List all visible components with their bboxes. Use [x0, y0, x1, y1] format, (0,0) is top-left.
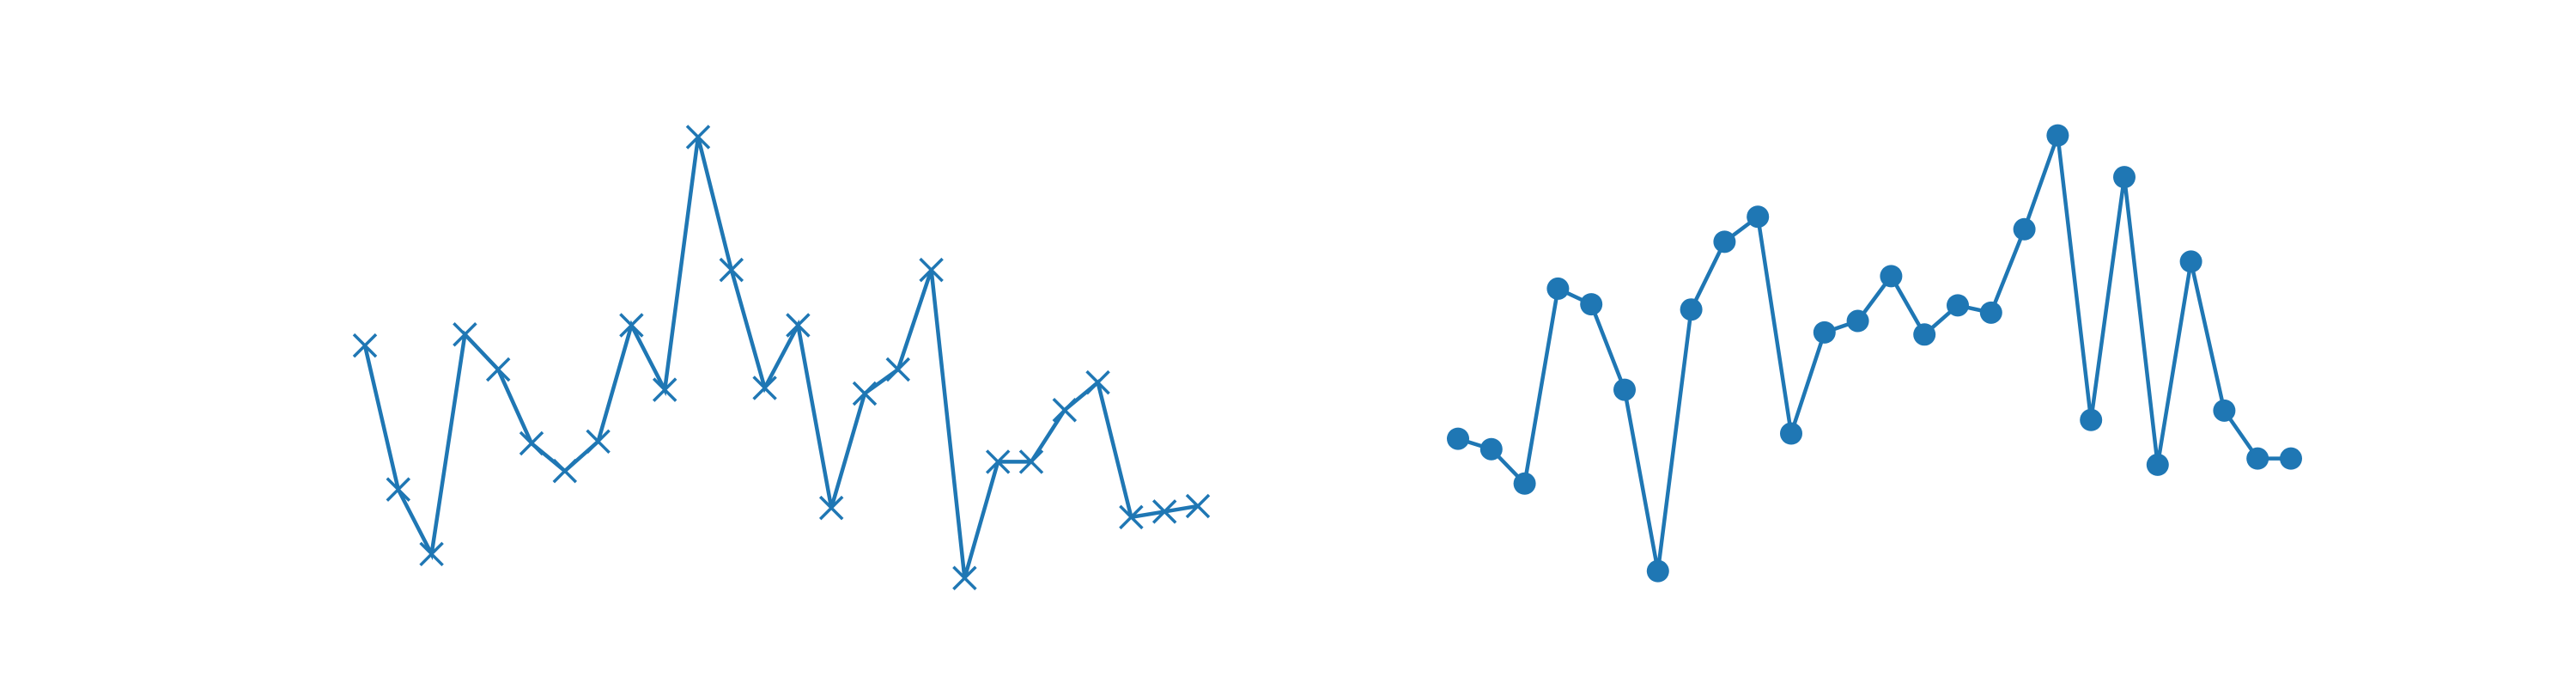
data-point-circle-marker: [1747, 205, 1770, 229]
data-point-circle-marker: [1713, 230, 1736, 253]
data-point-x-marker: [552, 458, 578, 484]
data-point-circle-marker: [1447, 427, 1469, 450]
data-point-circle-marker: [1813, 321, 1836, 344]
data-point-circle-marker: [1979, 301, 2002, 324]
data-point-circle-marker: [1846, 309, 1869, 333]
data-point-x-marker: [985, 449, 1011, 474]
data-point-x-marker: [419, 541, 444, 567]
data-point-circle-marker: [1913, 323, 1936, 346]
data-point-x-marker: [685, 125, 711, 150]
data-point-x-marker: [519, 430, 544, 456]
series-line: [1457, 134, 2291, 572]
data-point-x-marker: [652, 377, 677, 402]
data-point-circle-marker: [1513, 472, 1536, 495]
data-point-circle-marker: [1646, 559, 1669, 583]
data-point-x-marker: [485, 357, 511, 382]
data-point-x-marker: [352, 333, 378, 358]
data-point-circle-marker: [2246, 447, 2269, 470]
data-point-x-marker: [586, 429, 611, 455]
data-point-x-marker: [786, 313, 811, 338]
data-point-circle-marker: [1680, 298, 1703, 321]
data-point-circle-marker: [1947, 294, 1969, 317]
data-point-circle-marker: [1479, 437, 1503, 461]
data-point-x-marker: [386, 477, 411, 502]
data-point-circle-marker: [2213, 399, 2236, 422]
line-chart-circle-markers: [1447, 124, 2302, 583]
data-point-x-marker: [1052, 398, 1078, 423]
data-point-circle-marker: [1613, 378, 1636, 401]
data-point-x-marker: [919, 257, 944, 283]
data-point-circle-marker: [2146, 453, 2169, 476]
data-point-x-marker: [1018, 449, 1044, 474]
data-point-circle-marker: [2179, 250, 2202, 273]
data-point-x-marker: [719, 257, 744, 283]
data-point-x-marker: [852, 381, 878, 406]
data-point-circle-marker: [2080, 408, 2103, 431]
data-point-x-marker: [885, 357, 911, 382]
data-point-circle-marker: [1880, 265, 1903, 288]
data-point-x-marker: [818, 495, 844, 521]
data-point-circle-marker: [1780, 422, 1802, 445]
data-point-circle-marker: [2046, 124, 2069, 147]
data-point-x-marker: [1085, 369, 1110, 395]
data-point-x-marker: [1119, 504, 1144, 530]
data-point-circle-marker: [1580, 293, 1603, 316]
data-point-x-marker: [952, 565, 977, 590]
data-point-x-marker: [1185, 493, 1211, 519]
data-point-circle-marker: [2113, 166, 2136, 189]
data-point-x-marker: [752, 375, 777, 400]
line-chart-x-markers: [352, 125, 1211, 590]
data-point-x-marker: [453, 322, 477, 347]
series-line: [362, 136, 1199, 579]
data-point-circle-marker: [1546, 277, 1570, 300]
data-point-x-marker: [1151, 499, 1177, 524]
data-point-circle-marker: [2280, 447, 2302, 470]
data-point-x-marker: [619, 313, 644, 338]
data-point-circle-marker: [2013, 217, 2036, 241]
